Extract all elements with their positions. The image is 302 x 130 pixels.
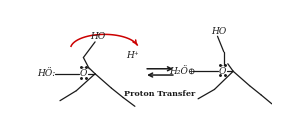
Text: Ö: Ö bbox=[80, 69, 87, 78]
Text: Proton Transfer: Proton Transfer bbox=[124, 90, 196, 98]
Text: H⁺: H⁺ bbox=[126, 51, 139, 60]
Text: H₂Ö⊕: H₂Ö⊕ bbox=[169, 67, 196, 76]
Text: HO: HO bbox=[90, 32, 105, 41]
Text: HO: HO bbox=[211, 27, 227, 36]
Text: Ö: Ö bbox=[219, 67, 226, 76]
Text: HÖ:: HÖ: bbox=[37, 69, 56, 78]
